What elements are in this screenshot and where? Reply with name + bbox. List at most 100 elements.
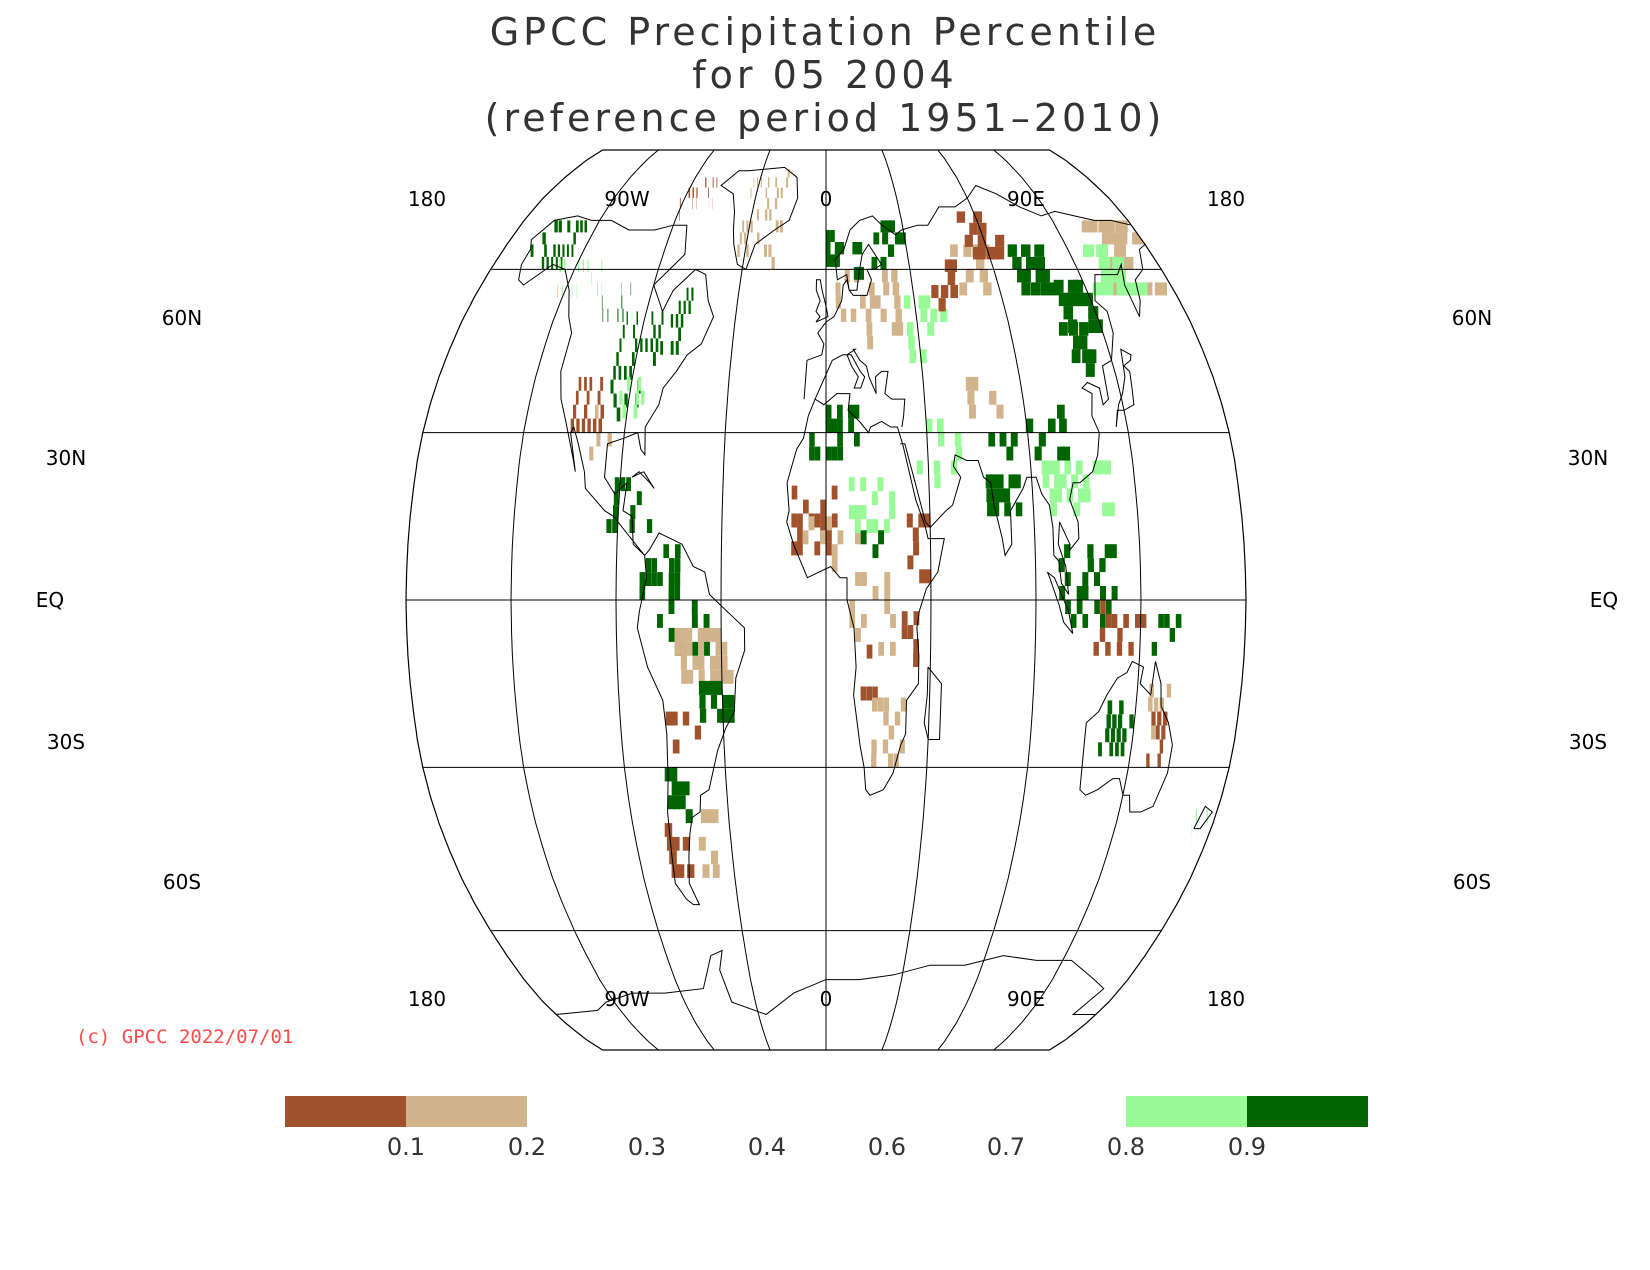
grid-cell-very-wet [1110, 728, 1116, 743]
grid-cell-very-wet [1104, 544, 1111, 559]
grid-cell-dry [855, 530, 861, 545]
grid-cell-very-wet [722, 708, 729, 723]
coastline-14 [923, 666, 943, 740]
grid-cell-very-dry [1146, 753, 1150, 768]
grid-cell-dry [802, 530, 809, 545]
grid-cell-very-wet [1088, 319, 1098, 333]
grid-cell-wet [954, 432, 962, 447]
grid-cell-very-wet [1053, 279, 1064, 293]
grid-cell-dry [1114, 244, 1126, 257]
grid-cell-wet [582, 259, 584, 272]
grid-cell-very-wet [670, 314, 674, 328]
grid-cell-very-wet [668, 600, 675, 614]
grid-cell-very-wet [1038, 432, 1046, 447]
grid-cell-very-wet [617, 308, 619, 322]
grid-cell-dry [757, 209, 759, 221]
grid-cell-very-dry [913, 611, 920, 626]
title-line-2: for 05 2004 [692, 53, 958, 97]
grid-cell-wet [637, 376, 642, 391]
grid-cell-dry [884, 572, 891, 586]
grid-cell-very-wet [530, 244, 534, 257]
grid-cell-very-wet [678, 795, 686, 810]
grid-cell-very-wet [1099, 558, 1106, 573]
grid-cell-very-dry [705, 177, 707, 188]
grid-cell-very-dry [687, 864, 695, 878]
grid-cell-dry [753, 177, 755, 188]
grid-cell-very-wet [645, 558, 652, 573]
grid-cell-very-wet [626, 477, 631, 492]
grid-cell-very-dry [860, 686, 867, 701]
grid-cell-very-wet [575, 220, 579, 233]
map-outline [405, 149, 1247, 1051]
grid-cell-dry [757, 177, 758, 188]
grid-cell-dry [787, 169, 790, 178]
grid-cell-dry [883, 282, 890, 296]
meridian-45 [881, 149, 932, 1051]
grid-cell-very-wet [558, 220, 562, 233]
grid-cell-very-wet [650, 338, 653, 352]
grid-cell-dry [768, 177, 770, 188]
grid-cell-dry [715, 655, 722, 670]
grid-cell-very-dry [791, 513, 798, 528]
grid-cell-very-wet [633, 324, 635, 339]
grid-cell-very-dry [995, 234, 1005, 247]
grid-cell-very-wet [987, 502, 994, 517]
lat-label-left-eq: EQ [36, 588, 64, 612]
grid-cell-wet [1135, 282, 1148, 296]
grid-cell-very-dry [712, 177, 714, 188]
grid-cell-very-wet [557, 244, 561, 257]
grid-cell-dry [849, 600, 856, 614]
grid-cell-very-dry [901, 611, 908, 626]
grid-cell-very-wet [645, 572, 652, 586]
grid-cell-wet [571, 285, 573, 299]
grid-cell-wet [907, 322, 914, 336]
grid-cell-very-wet [1151, 641, 1157, 656]
grid-cell-dry [866, 322, 873, 336]
grid-cell-very-wet [1072, 279, 1084, 293]
grid-cell-very-wet [1058, 322, 1068, 336]
grid-cell-dry [596, 432, 601, 447]
grid-cell-very-wet [698, 680, 706, 695]
grid-cell-dry [850, 308, 857, 322]
grid-cell-very-wet [1063, 292, 1074, 307]
grid-cell-dry [767, 197, 770, 210]
grid-cell-very-dry [692, 187, 694, 198]
grid-cell-dry [861, 572, 867, 586]
grid-cell-dry [1121, 256, 1134, 270]
grid-cell-very-wet [674, 572, 681, 586]
grid-cell-very-dry [1161, 725, 1166, 740]
grid-cell-dry [711, 850, 718, 865]
grid-cell-dry [965, 376, 973, 391]
grid-cell-very-wet [1087, 349, 1097, 364]
grid-cell-very-wet [651, 311, 654, 325]
grid-cell-wet [601, 259, 603, 272]
grid-cell-wet [563, 259, 566, 272]
grid-cell-very-wet [685, 809, 693, 824]
grid-cell-dry [686, 641, 693, 656]
grid-cell-very-dry [969, 222, 978, 235]
grid-cell-dry [872, 697, 878, 712]
grid-cell-very-wet [1070, 614, 1077, 628]
grid-cell-wet [933, 460, 940, 475]
coastline-3 [803, 184, 1132, 400]
grid-cell-wet [866, 519, 873, 533]
grid-cell-very-wet [703, 641, 710, 656]
grid-cell-very-wet [1076, 586, 1083, 600]
grid-cell-very-wet [853, 266, 860, 280]
grid-cell-very-wet [621, 295, 623, 309]
grid-cell-wet [1126, 282, 1138, 296]
grid-cell-very-dry [1105, 641, 1111, 656]
grid-cell-very-wet [1040, 282, 1050, 296]
grid-cell-very-wet [1069, 322, 1079, 336]
grid-cell-very-wet [541, 256, 545, 270]
grid-cell-very-dry [1135, 614, 1141, 628]
grid-cell-very-dry [986, 246, 996, 260]
grid-cell-dry [686, 627, 693, 642]
grid-cell-very-wet [1129, 714, 1134, 729]
grid-cell-very-wet [616, 352, 619, 366]
meridian--45 [720, 149, 771, 1051]
grid-cell-very-dry [924, 513, 931, 528]
grid-cell-very-wet [1169, 627, 1175, 642]
grid-cell-very-wet [1025, 418, 1034, 433]
grid-cell-very-wet [610, 379, 614, 394]
